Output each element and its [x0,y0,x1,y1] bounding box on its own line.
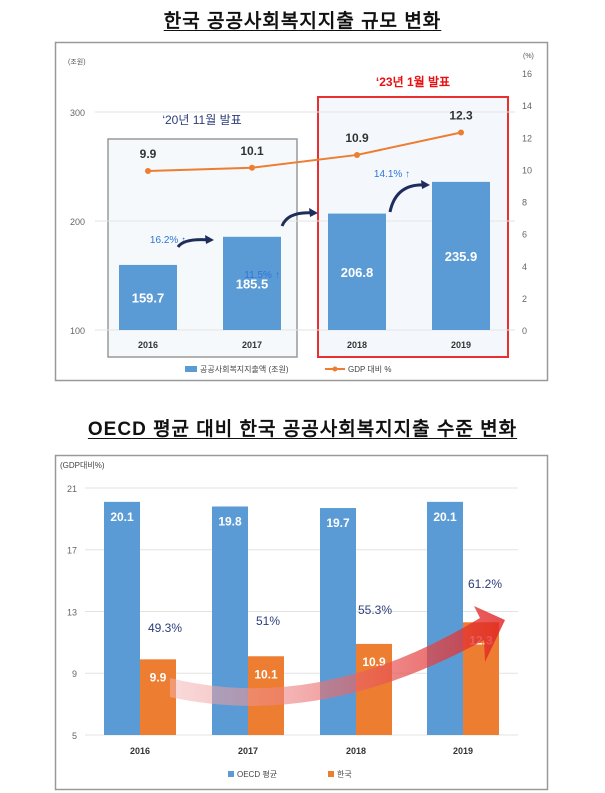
y-axis-label: (GDP대비%) [60,461,105,470]
x-tick-label: 2018 [347,340,367,350]
y2-tick-label: 6 [522,230,527,240]
line-point [145,168,151,175]
legend-swatch-oecd [228,771,234,777]
legend-marker [332,366,338,372]
growth-label: 14.1% ↑ [374,169,410,180]
oecd-value-label: 20.1 [110,510,134,524]
x-tick-label: 2018 [346,746,366,756]
ratio-label: 55.3% [358,603,392,617]
korea-value-label: 9.9 [150,670,167,684]
y2-tick-label: 10 [522,165,532,175]
arrow-head [309,208,318,217]
y-tick-label: 300 [70,108,85,118]
gdp-line [147,131,462,173]
growth-arrow [388,183,427,213]
x-tick-label: 2016 [130,746,150,756]
line-point [458,129,464,136]
arrow-head [205,235,214,244]
oecd-bar [320,508,356,735]
bar-value-label: 206.8 [341,265,374,280]
oecd-bar [104,501,140,735]
growth-label: 16.2% ↑ [150,235,186,246]
y-tick-label: 200 [70,217,85,227]
x-tick-label: 2017 [242,340,262,350]
y2-tick-label: 14 [522,101,532,111]
bar [119,264,177,330]
line-value-label: 10.1 [240,144,264,158]
line-point [249,164,255,171]
legend-label-oecd: OECD 평균 [237,769,277,779]
line-point [354,151,360,158]
x-tick-label: 2017 [238,746,258,756]
group-label-2020: ‘20년 11월 발표 [162,113,241,127]
y-axis-unit: (조원) [68,57,86,66]
legend-label-bar: 공공사회복지지출액 (조원) [200,364,289,374]
legend-swatch-bar [185,366,197,372]
x-tick-label: 2016 [138,340,158,350]
legend-label-korea: 한국 [337,770,352,779]
line-value-label: 9.9 [140,147,157,161]
chart2-title: OECD 평균 대비 한국 공공사회복지지출 수준 변화 [87,419,518,440]
oecd-value-label: 20.1 [433,510,457,524]
ratio-label: 51% [256,614,280,628]
y2-tick-label: 4 [522,262,527,272]
oecd-value-label: 19.8 [218,514,242,528]
oecd-value-label: 19.7 [326,516,350,530]
y2-tick-label: 2 [522,294,527,304]
legend-label-line: GDP 대비 % [348,365,391,374]
y2-tick-label: 16 [522,69,532,79]
trend-arrow [170,606,505,706]
y-tick-label: 5 [72,731,77,741]
y-tick-label: 100 [70,326,85,336]
korea-value-label: 10.9 [362,655,386,669]
group-label-2023: ‘23년 1월 발표 [376,74,450,89]
oecd-bar [427,501,463,735]
korea-bar [140,659,176,735]
ratio-label: 49.3% [148,621,182,635]
bar-value-label: 159.7 [132,290,165,305]
bar-value-label: 185.5 [236,276,269,291]
bar [328,213,386,330]
bar-value-label: 235.9 [445,249,478,264]
y-tick-label: 13 [67,607,77,617]
line-value-label: 12.3 [449,108,473,122]
bar [223,236,281,330]
chart1: 100 200 300 0 2 4 6 8 10 12 14 16 (조원) (%) 159.7 2016 18… [54,41,549,382]
chart1-title: 한국 공공사회복지지출 규모 변화 [163,11,442,32]
x-tick-label: 2019 [451,340,471,350]
growth-label: 11.5% ↑ [244,270,279,281]
legend-swatch-korea [328,771,334,777]
y2-tick-label: 0 [522,326,527,336]
y2-axis-unit: (%) [523,53,534,60]
y2-tick-label: 12 [522,133,532,143]
y-tick-label: 9 [72,669,77,679]
x-tick-label: 2019 [453,746,473,756]
ratio-label: 61.2% [468,577,502,591]
y-tick-label: 21 [67,484,77,494]
y2-tick-label: 8 [522,198,527,208]
bar [432,181,490,330]
line-value-label: 10.9 [345,131,369,145]
korea-value-label: 10.1 [254,667,278,681]
y-tick-label: 17 [67,546,77,556]
arrow-head [421,180,430,189]
